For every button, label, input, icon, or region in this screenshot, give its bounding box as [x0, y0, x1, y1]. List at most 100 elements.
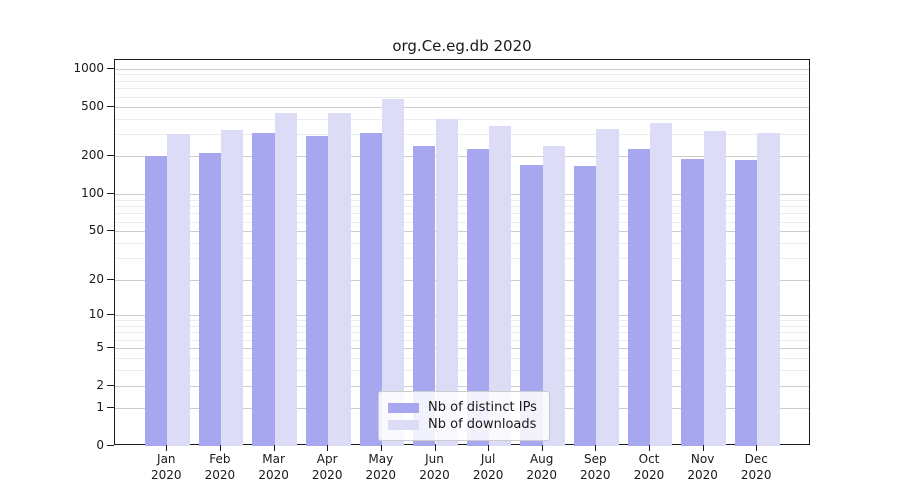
- y-tick-label: 0: [96, 438, 104, 452]
- legend-label-distinct-ips: Nb of distinct IPs: [428, 400, 537, 415]
- y-tick: [107, 192, 114, 194]
- x-tick-label: Jan 2020: [151, 452, 182, 482]
- bar-distinct-ips: [466, 149, 490, 446]
- gridline-minor: [115, 320, 809, 322]
- y-tick-label: 500: [81, 98, 104, 113]
- x-tick-label: May 2020: [365, 452, 397, 482]
- bar-downloads: [220, 129, 244, 446]
- bar-downloads: [542, 146, 566, 446]
- y-tick: [107, 230, 114, 232]
- bar-distinct-ips: [144, 156, 168, 446]
- gridline-minor: [115, 74, 809, 76]
- y-tick: [107, 67, 114, 69]
- y-tick-label: 10: [88, 307, 104, 321]
- bar-downloads: [596, 129, 619, 446]
- legend-swatch-distinct-ips: [388, 402, 419, 413]
- x-tick: [649, 445, 650, 451]
- y-tick-label: 5: [96, 340, 104, 355]
- y-tick-label: 1: [96, 400, 104, 415]
- y-tick: [107, 314, 114, 315]
- gridline-major: [115, 193, 809, 195]
- bar-downloads: [650, 123, 673, 446]
- chart-legend: Nb of distinct IPs Nb of downloads: [378, 391, 550, 441]
- bar-distinct-ips: [681, 158, 704, 446]
- x-tick-label: Jul 2020: [472, 452, 504, 482]
- x-tick-label: Dec 2020: [740, 452, 772, 482]
- y-tick-label: 2: [96, 378, 104, 392]
- x-tick-label: Mar 2020: [258, 452, 289, 482]
- bar-distinct-ips: [627, 149, 650, 446]
- gridline-minor: [115, 206, 809, 207]
- gridline-minor: [115, 118, 809, 120]
- bar-distinct-ips: [305, 135, 329, 446]
- x-tick: [219, 445, 221, 451]
- y-tick: [107, 155, 114, 157]
- bar-downloads: [328, 113, 351, 446]
- gridline-major: [115, 315, 809, 316]
- bar-distinct-ips: [520, 164, 543, 446]
- legend-item-downloads: Nb of downloads: [388, 417, 540, 432]
- x-tick-label: Feb 2020: [204, 452, 236, 482]
- y-tick: [107, 347, 114, 349]
- legend-swatch-downloads: [388, 419, 419, 430]
- gridline-minor: [115, 258, 809, 260]
- x-tick: [327, 445, 329, 451]
- x-tick: [166, 445, 168, 451]
- gridline-minor: [115, 243, 809, 245]
- bar-distinct-ips: [252, 132, 275, 446]
- y-tick-label: 1000: [73, 60, 104, 75]
- gridline-minor: [115, 326, 809, 327]
- y-tick: [107, 445, 114, 446]
- x-tick-label: Aug 2020: [526, 452, 557, 482]
- bar-downloads: [167, 134, 190, 446]
- gridline-minor: [115, 80, 809, 82]
- x-tick-label: Apr 2020: [311, 452, 343, 482]
- gridline-minor: [115, 199, 809, 201]
- y-tick-label: 50: [88, 223, 104, 238]
- gridline-minor: [115, 134, 809, 136]
- gridline-major: [115, 348, 809, 350]
- bar-distinct-ips: [198, 152, 221, 446]
- gridline-major: [115, 106, 809, 108]
- x-tick: [273, 445, 275, 451]
- bar-downloads: [274, 113, 297, 446]
- chart-title: org.Ce.eg.db 2020: [392, 37, 532, 55]
- plot-area: [114, 59, 810, 446]
- y-tick-label: 200: [81, 148, 104, 163]
- gridline-minor: [115, 339, 809, 341]
- bar-distinct-ips: [413, 145, 436, 446]
- gridline-major: [115, 279, 809, 281]
- bar-downloads: [489, 126, 512, 446]
- x-tick-label: Nov 2020: [687, 452, 718, 482]
- gridline-major: [115, 156, 809, 158]
- x-tick-label: Sep 2020: [580, 452, 611, 482]
- bar-distinct-ips: [734, 160, 758, 446]
- y-tick-label: 100: [81, 185, 104, 200]
- x-tick: [541, 445, 543, 451]
- y-tick: [107, 278, 114, 280]
- y-tick: [107, 407, 114, 409]
- bar-downloads: [703, 130, 726, 446]
- gridline-minor: [115, 358, 809, 360]
- y-tick-label: 20: [88, 271, 104, 286]
- gridline-minor: [115, 221, 809, 223]
- y-tick: [107, 385, 114, 386]
- x-tick: [380, 445, 382, 451]
- gridline-major: [115, 386, 809, 387]
- gridline-major: [115, 68, 809, 70]
- x-tick: [756, 445, 758, 451]
- x-tick: [488, 445, 490, 451]
- gridline-minor: [115, 88, 809, 90]
- x-tick-label: Jun 2020: [419, 452, 450, 482]
- x-tick: [595, 445, 597, 451]
- x-tick: [702, 445, 704, 451]
- bar-downloads: [381, 98, 405, 446]
- bar-distinct-ips: [574, 166, 597, 446]
- gridline-major: [115, 231, 809, 233]
- legend-item-distinct-ips: Nb of distinct IPs: [388, 400, 540, 415]
- y-tick: [107, 105, 114, 107]
- gridline-minor: [115, 370, 809, 372]
- gridline-minor: [115, 96, 809, 98]
- legend-label-downloads: Nb of downloads: [428, 417, 537, 432]
